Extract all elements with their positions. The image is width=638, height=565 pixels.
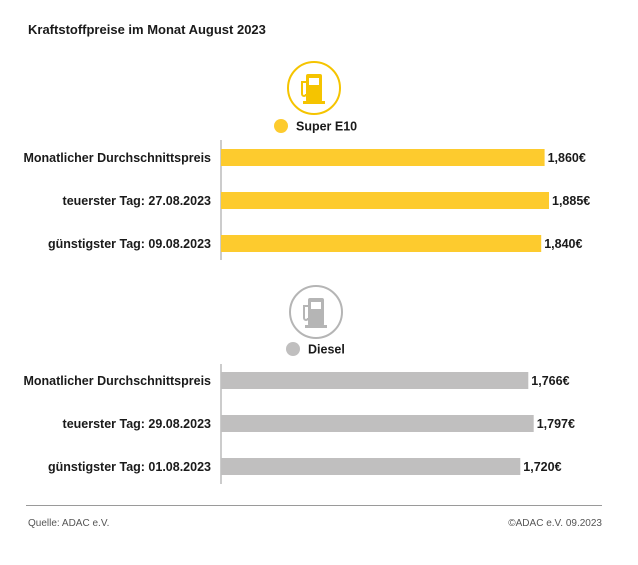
diesel-category-label-0: Monatlicher Durchschnittspreis [23,374,211,388]
copyright-note: ©ADAC e.V. 09.2023 [508,518,602,529]
fuel-price-chart: Super E10 Diesel Monatlicher Durchschnit… [23,61,590,484]
super-legend-label: Super E10 [296,120,357,134]
super-value-label-0: 1,860€ [548,151,586,165]
diesel-bar-group: Monatlicher Durchschnittspreis 1,766€ teue… [23,364,575,484]
diesel-value-label-2: 1,720€ [523,460,561,474]
source-note: Quelle: ADAC e.V. [28,518,110,529]
super-bar-1 [221,192,549,209]
diesel-bar-1 [221,415,534,432]
super-category-label-2: günstigster Tag: 09.08.2023 [48,237,211,251]
diesel-fuel-pump-icon [289,285,343,339]
diesel-category-label-2: günstigster Tag: 01.08.2023 [48,460,211,474]
chart-title: Kraftstoffpreise im Monat August 2023 [28,22,266,37]
super-value-label-1: 1,885€ [552,194,590,208]
diesel-legend-swatch [286,342,300,356]
super-bar-group: Monatlicher Durchschnittspreis 1,860€ teue… [23,140,590,260]
diesel-category-label-1: teuerster Tag: 29.08.2023 [63,417,212,431]
diesel-legend-label: Diesel [308,343,345,357]
super-fuel-pump-icon [287,61,341,115]
diesel-value-label-1: 1,797€ [537,417,575,431]
footer-divider [26,505,602,506]
diesel-bar-0 [221,372,529,389]
diesel-bar-2 [221,458,521,475]
super-category-label-1: teuerster Tag: 27.08.2023 [63,194,212,208]
super-category-label-0: Monatlicher Durchschnittspreis [23,151,211,165]
diesel-value-label-0: 1,766€ [531,374,569,388]
super-legend-swatch [274,119,288,133]
super-value-label-2: 1,840€ [544,237,582,251]
super-bar-0 [221,149,545,166]
super-bar-2 [221,235,542,252]
